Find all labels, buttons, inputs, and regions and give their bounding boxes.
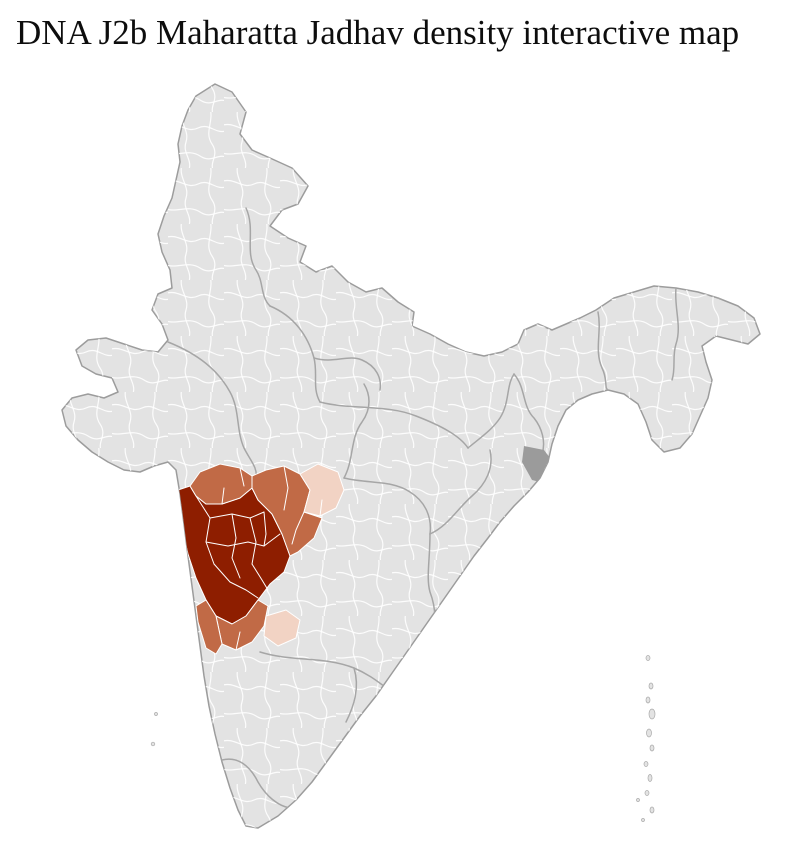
page-title: DNA J2b Maharatta Jadhav density interac… (16, 13, 740, 52)
landmass-group (61, 83, 761, 829)
region-low-density-northeast[interactable] (299, 463, 345, 517)
region-low-density-isolated-district[interactable] (263, 609, 301, 647)
region-medium-density-coastal-south[interactable] (195, 599, 223, 655)
highlight-district-lines (195, 465, 323, 651)
district-grid-overlay (62, 84, 760, 828)
density-regions (176, 463, 345, 655)
region-medium-density-east[interactable] (251, 465, 323, 557)
andaman-nicobar-islands[interactable] (636, 655, 656, 822)
lakshadweep-islands[interactable] (150, 712, 158, 747)
